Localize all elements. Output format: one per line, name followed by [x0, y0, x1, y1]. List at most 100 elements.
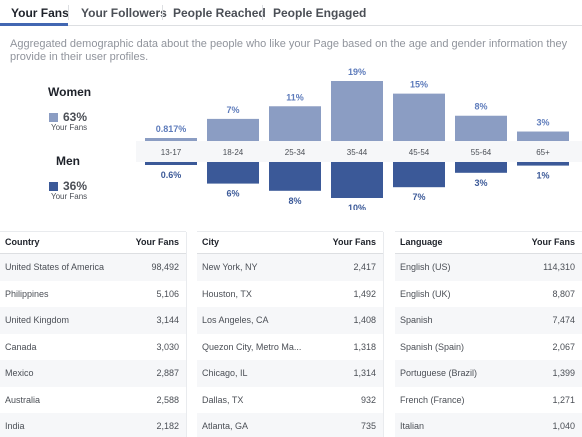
women-data-label: 0.817% — [156, 124, 187, 134]
your-fans-column-header[interactable]: Your Fans — [332, 237, 376, 247]
language-name: English (UK) — [400, 288, 451, 299]
women-bar — [455, 115, 507, 141]
men-data-label: 10% — [348, 203, 366, 210]
table-row: New York, NY 2,417 — [197, 254, 383, 281]
women-bar — [331, 81, 383, 141]
page-description: Aggregated demographic data about the pe… — [10, 38, 568, 63]
your-fans-column-header[interactable]: Your Fans — [135, 237, 179, 247]
country-name: United States of America — [5, 262, 105, 272]
fans-count: 932 — [360, 394, 376, 405]
table-row: Canada 3,030 — [0, 334, 186, 361]
fans-count: 5,106 — [156, 288, 179, 299]
tab-divider — [162, 5, 163, 20]
men-bar — [207, 162, 259, 184]
fans-count: 98,492 — [151, 262, 179, 272]
city-table-header: City Your Fans — [197, 232, 383, 254]
fans-count: 2,067 — [552, 341, 575, 352]
your-fans-column-header[interactable]: Your Fans — [531, 237, 575, 247]
table-row: Quezon City, Metro Ma... 1,318 — [197, 334, 383, 361]
fans-count: 8,807 — [552, 288, 575, 299]
men-data-label: 3% — [474, 178, 487, 188]
country-name: Australia — [5, 394, 41, 405]
language-name: Spanish — [400, 315, 433, 325]
men-bar — [145, 162, 197, 165]
age-tick-label: 65+ — [536, 148, 550, 157]
country-table: Country Your Fans United States of America… — [0, 231, 187, 437]
language-name: Spanish (Spain) — [400, 341, 465, 352]
table-row: Los Angeles, CA 1,408 — [197, 307, 383, 334]
legend-women-pct: 63% — [63, 110, 88, 124]
tab-divider — [262, 5, 263, 20]
women-data-label: 19% — [348, 67, 366, 77]
legend-men-pct: 36% — [63, 179, 88, 193]
table-row: Mexico 2,887 — [0, 360, 186, 387]
fans-count: 2,417 — [353, 262, 376, 272]
tab-your-followers[interactable]: Your Followers — [81, 6, 167, 20]
fans-count: 1,492 — [353, 288, 376, 299]
table-row: Spanish (Spain) 2,067 — [395, 334, 582, 361]
women-bar — [517, 131, 569, 141]
active-tab-indicator — [0, 23, 68, 26]
legend-women-sub: Your Fans — [51, 123, 88, 132]
age-label-band — [136, 141, 582, 162]
fans-count: 7,474 — [552, 315, 575, 325]
fans-count: 1,271 — [552, 394, 575, 405]
column-divider — [383, 232, 384, 437]
country-table-body: United States of America 98,492 Philippine… — [0, 254, 186, 437]
table-row: India 2,182 — [0, 413, 186, 437]
table-row: Chicago, IL 1,314 — [197, 360, 383, 387]
age-tick-label: 13-17 — [161, 148, 182, 157]
fans-count: 1,314 — [353, 368, 376, 378]
city-name: Quezon City, Metro Ma... — [202, 341, 302, 352]
fans-count: 3,144 — [156, 315, 179, 325]
women-data-label: 8% — [474, 102, 487, 112]
legend-women-title: Women — [48, 85, 92, 99]
tab-bar: Your Fans Your Followers People Reached … — [0, 0, 582, 26]
tab-people-reached[interactable]: People Reached — [173, 6, 266, 20]
table-row: English (US) 114,310 — [395, 254, 582, 281]
age-tick-label: 45-54 — [409, 148, 430, 157]
tab-your-fans[interactable]: Your Fans — [11, 6, 69, 20]
language-name: Italian — [400, 421, 425, 431]
table-row: English (UK) 8,807 — [395, 281, 582, 308]
country-name: United Kingdom — [5, 315, 70, 325]
men-data-label: 7% — [412, 192, 425, 202]
language-name: French (France) — [400, 394, 465, 405]
fans-count: 1,040 — [552, 421, 575, 431]
men-bar — [393, 162, 445, 188]
language-name: English (US) — [400, 262, 451, 272]
age-gender-bar-chart: 0.817% 0.6% 13-17 7% 6% 18-24 11% 8% 25-34 19% 10%… — [136, 67, 582, 210]
fans-count: 2,887 — [156, 368, 179, 378]
country-name: India — [5, 421, 25, 431]
fans-count: 2,588 — [156, 394, 179, 405]
table-row: French (France) 1,271 — [395, 387, 582, 414]
city-name: Atlanta, GA — [202, 421, 249, 431]
language-column-header[interactable]: Language — [400, 237, 443, 247]
country-column-header[interactable]: Country — [5, 237, 40, 247]
legend-women-swatch — [49, 113, 58, 122]
table-row: United Kingdom 3,144 — [0, 307, 186, 334]
table-row: United States of America 98,492 — [0, 254, 186, 281]
legend-men-title: Men — [56, 154, 80, 168]
men-bar — [517, 162, 569, 166]
men-bar — [331, 162, 383, 198]
fans-count: 735 — [360, 421, 376, 431]
table-row: Atlanta, GA 735 — [197, 413, 383, 437]
age-tick-label: 35-44 — [347, 148, 368, 157]
tab-people-engaged[interactable]: People Engaged — [273, 6, 367, 20]
table-row: Italian 1,040 — [395, 413, 582, 437]
men-bar — [269, 162, 321, 191]
table-row: Philippines 5,106 — [0, 281, 186, 308]
city-column-header[interactable]: City — [202, 237, 220, 247]
men-data-label: 6% — [226, 189, 239, 199]
women-data-label: 15% — [410, 80, 428, 90]
fans-count: 2,182 — [156, 421, 179, 431]
country-table-header: Country Your Fans — [0, 232, 186, 254]
city-name: New York, NY — [202, 262, 258, 272]
table-row: Australia 2,588 — [0, 387, 186, 414]
legend-men-swatch — [49, 182, 58, 191]
women-data-label: 3% — [536, 118, 549, 128]
age-tick-label: 55-64 — [471, 148, 492, 157]
tab-divider — [68, 5, 69, 20]
fans-count: 3,030 — [156, 341, 179, 352]
